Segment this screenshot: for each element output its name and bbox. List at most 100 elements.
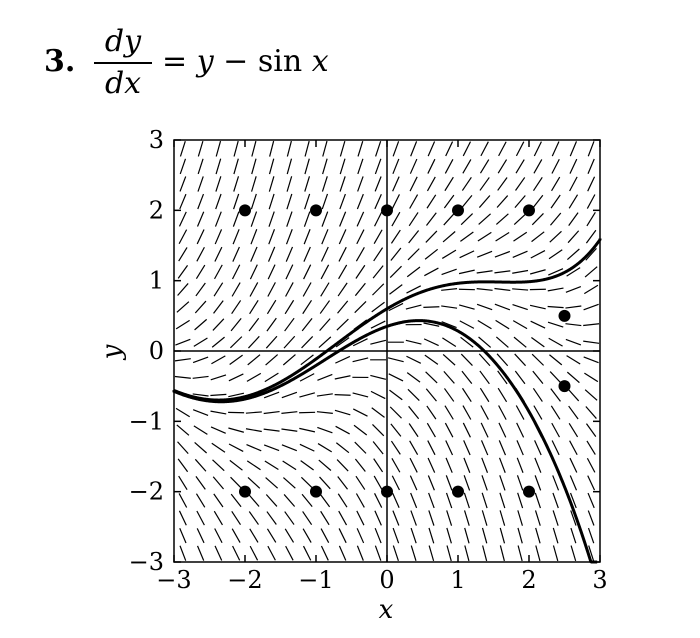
slope-segment <box>463 510 470 526</box>
slope-segment <box>476 270 493 274</box>
slope-segment <box>334 409 351 416</box>
slope-segment <box>530 250 546 259</box>
slope-segment <box>211 355 226 365</box>
slope-segment <box>460 353 473 366</box>
slope-segment <box>587 176 596 192</box>
slope-segment <box>284 511 295 525</box>
slope-segment <box>335 337 350 348</box>
slope-segment <box>194 458 207 472</box>
slope-segment <box>304 158 310 175</box>
slope-segment <box>264 372 279 383</box>
slope-segment <box>476 250 493 258</box>
slope-segment <box>585 423 597 437</box>
solution-curve <box>172 319 598 564</box>
derivative-fraction: dy dx <box>94 24 152 102</box>
slope-segment <box>423 322 440 327</box>
slope-segment <box>317 426 333 434</box>
slope-segment <box>197 158 204 175</box>
slope-segment <box>231 300 242 315</box>
slope-segment <box>302 528 312 543</box>
slope-segment <box>299 443 315 452</box>
slope-segment <box>407 248 420 261</box>
slope-segment <box>583 323 600 327</box>
slope-segment <box>443 388 455 402</box>
slope-segment <box>353 424 368 436</box>
slope-segment <box>196 510 205 526</box>
slope-segment <box>374 527 382 544</box>
slope-segment <box>301 336 314 349</box>
slope-segment <box>391 211 401 227</box>
x-tick-label: −1 <box>298 566 333 594</box>
slope-segment <box>338 264 348 280</box>
slope-segment <box>444 405 454 420</box>
slope-segment <box>370 390 386 400</box>
slope-segment <box>534 492 541 509</box>
slope-segment <box>355 475 366 490</box>
slope-segment <box>284 317 295 332</box>
slope-segment <box>321 229 329 245</box>
slope-segment <box>374 193 382 210</box>
slope-segment <box>300 354 314 366</box>
slope-segment <box>229 336 243 349</box>
slope-segment <box>266 511 277 525</box>
slope-segment <box>355 493 365 508</box>
slope-segment <box>464 545 470 562</box>
slope-segment <box>249 545 259 561</box>
slope-segment <box>496 353 509 367</box>
slope-segment <box>516 475 524 491</box>
slope-segment <box>407 388 420 402</box>
slope-segment <box>497 387 508 403</box>
slope-segment <box>531 353 545 366</box>
problem-statement: 3. dy dx = y − sin x <box>44 14 444 104</box>
slope-segment <box>194 441 208 454</box>
slope-segment <box>388 373 404 382</box>
slope-segment <box>248 493 260 507</box>
slope-segment <box>534 475 542 491</box>
slope-segment <box>566 371 580 384</box>
slope-segment <box>213 264 223 280</box>
slope-segment <box>231 282 241 297</box>
slope-segment <box>370 339 387 345</box>
slope-segment <box>230 493 242 508</box>
slope-segment <box>249 528 259 543</box>
slope-segment <box>232 545 241 561</box>
slope-segment <box>535 545 541 562</box>
slope-segment <box>352 392 369 398</box>
slope-segment <box>176 424 190 436</box>
slope-segment <box>374 158 382 175</box>
slope-segment <box>444 159 454 174</box>
slope-segment <box>320 264 330 280</box>
slope-segment <box>318 336 332 348</box>
slope-segment <box>214 545 223 561</box>
slope-segment <box>267 282 276 297</box>
marked-point <box>523 204 535 217</box>
slope-segment <box>179 528 187 544</box>
slope-segment <box>390 423 402 437</box>
slope-segment <box>410 492 418 509</box>
slope-segment <box>336 459 349 472</box>
slope-segment <box>446 510 453 526</box>
slope-segment <box>533 405 543 420</box>
slope-segment <box>532 194 544 209</box>
slope-segment <box>390 247 402 261</box>
slope-segment <box>513 213 527 225</box>
slope-segment <box>405 304 422 310</box>
slope-segment <box>268 158 275 175</box>
slope-segment <box>299 427 316 433</box>
slope-segment <box>303 211 311 227</box>
marked-point <box>452 204 464 217</box>
slope-segment <box>354 282 366 297</box>
slope-segment <box>214 246 223 262</box>
slope-segment <box>530 320 546 329</box>
slope-segment <box>514 195 526 209</box>
slope-segment <box>175 319 190 330</box>
slope-segment <box>337 300 349 314</box>
slope-segment <box>551 422 561 438</box>
slope-segment <box>410 510 417 526</box>
slope-segment <box>531 337 545 348</box>
slope-segment <box>285 229 293 245</box>
slope-segment <box>212 476 225 490</box>
x-axis-label: x <box>379 595 394 625</box>
slope-segment <box>549 371 562 384</box>
slope-segment <box>356 510 365 526</box>
